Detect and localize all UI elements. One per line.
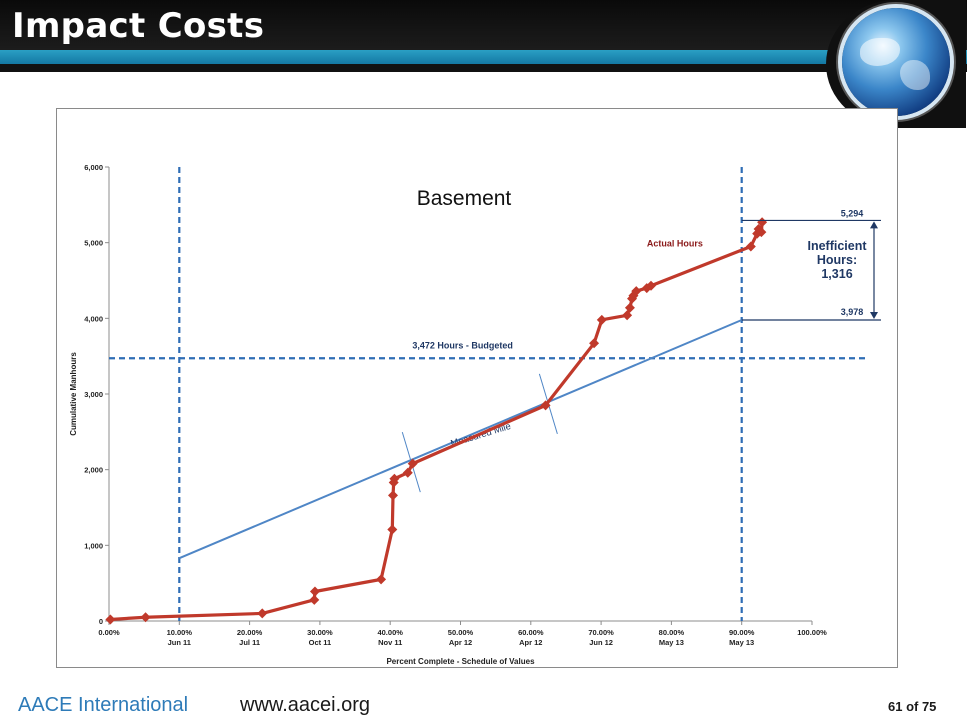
globe-land-shape bbox=[860, 38, 900, 66]
y-tick-label: 0 bbox=[99, 617, 103, 626]
actual-hours-point bbox=[309, 594, 320, 605]
y-tick-label: 3,000 bbox=[84, 390, 103, 399]
x-tick-label: 20.00% bbox=[237, 628, 263, 637]
page-number: 61 of 75 bbox=[888, 699, 937, 714]
actual-hours-point bbox=[540, 400, 551, 411]
actual-hours-point bbox=[387, 524, 398, 535]
inefficient-label-bg bbox=[805, 237, 867, 292]
chart-title: Basement bbox=[417, 187, 512, 210]
actual-hours-line bbox=[110, 222, 764, 622]
x-tick-label: 80.00% bbox=[659, 628, 685, 637]
y-tick-label: 2,000 bbox=[84, 466, 103, 475]
actual-hours-point bbox=[631, 286, 642, 297]
actual-hours-point bbox=[376, 574, 387, 585]
header-dark-band bbox=[0, 64, 967, 72]
footer-website: www.aacei.org bbox=[240, 694, 371, 716]
measured-mile-line bbox=[178, 319, 743, 560]
actual-hours-point bbox=[402, 467, 413, 478]
y-tick-label: 6,000 bbox=[84, 163, 103, 172]
chart-frame: 0 1,000 2,000 3,000 4,000 5,000 6,000 0.00% 10.0… bbox=[56, 108, 898, 668]
actual-hours-point bbox=[389, 473, 400, 484]
x-tick-label: 70.00% bbox=[588, 628, 614, 637]
x-date-label: May 13 bbox=[729, 638, 754, 647]
actual-hours-point bbox=[646, 280, 657, 291]
actual-hours-point bbox=[756, 227, 767, 238]
globe-icon bbox=[842, 8, 950, 116]
x-tick-label: 90.00% bbox=[729, 628, 755, 637]
top-value-label: 5,294 bbox=[841, 208, 864, 218]
header-accent-band bbox=[0, 50, 967, 64]
inefficient-label-line3: 1,316 bbox=[821, 267, 852, 281]
x-tick-label: 60.00% bbox=[518, 628, 544, 637]
actual-hours-point bbox=[596, 314, 607, 325]
actual-hours-point bbox=[745, 241, 756, 252]
actual-hours-point bbox=[105, 614, 116, 625]
actual-hours-point bbox=[757, 217, 768, 228]
arrow-head-down bbox=[870, 311, 878, 319]
y-tick-label: 4,000 bbox=[84, 314, 103, 323]
x-date-label: Jun 12 bbox=[589, 638, 613, 647]
actual-hours-point bbox=[624, 302, 635, 313]
chart-canvas: 0 1,000 2,000 3,000 4,000 5,000 6,000 0.00% 10.0… bbox=[69, 163, 881, 666]
bottom-value-label: 3,978 bbox=[841, 307, 864, 317]
x-tick-label: 40.00% bbox=[377, 628, 403, 637]
inefficient-label-line2: Hours: bbox=[817, 253, 857, 267]
x-tick-label: 50.00% bbox=[448, 628, 474, 637]
actual-hours-point bbox=[589, 338, 600, 349]
x-date-label: Oct 11 bbox=[309, 638, 332, 647]
y-tick-label: 1,000 bbox=[84, 541, 103, 550]
actual-hours-point bbox=[407, 458, 418, 469]
title-bar: Impact Costs bbox=[0, 0, 967, 50]
x-date-label: Jun 11 bbox=[168, 638, 191, 647]
x-tick-label: 100.00% bbox=[797, 628, 827, 637]
y-axis-title: Cumulative Manhours bbox=[69, 352, 78, 436]
arrow-head-up bbox=[870, 221, 878, 229]
slide-title: Impact Costs bbox=[12, 6, 265, 46]
y-tick-label: 5,000 bbox=[84, 239, 103, 248]
inefficient-label-line1: Inefficient bbox=[807, 239, 867, 253]
x-axis-title: Percent Complete - Schedule of Values bbox=[386, 657, 535, 666]
actual-hours-label: Actual Hours bbox=[647, 238, 703, 248]
globe-land-shape bbox=[900, 60, 930, 90]
x-tick-label: 0.00% bbox=[98, 628, 120, 637]
x-tick-label: 30.00% bbox=[307, 628, 333, 637]
x-date-label: May 13 bbox=[659, 638, 684, 647]
actual-hours-point bbox=[388, 490, 399, 501]
footer-organization: AACE International bbox=[18, 694, 189, 716]
actual-hours-point bbox=[309, 586, 320, 597]
x-date-label: Jul 11 bbox=[239, 638, 260, 647]
actual-hours-point bbox=[257, 608, 268, 619]
actual-hours-point bbox=[622, 310, 633, 321]
x-date-label: Apr 12 bbox=[519, 638, 542, 647]
actual-hours-point bbox=[641, 283, 652, 294]
x-date-label: Apr 12 bbox=[449, 638, 472, 647]
budget-line-label: 3,472 Hours - Budgeted bbox=[412, 340, 513, 350]
x-date-label: Nov 11 bbox=[378, 638, 402, 647]
actual-hours-point bbox=[140, 612, 151, 623]
x-tick-label: 10.00% bbox=[167, 628, 193, 637]
